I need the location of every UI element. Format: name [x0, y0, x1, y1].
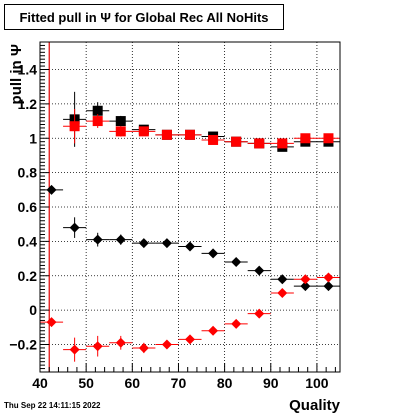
series-layer — [40, 91, 340, 362]
data-point-diamond — [115, 337, 126, 348]
y-tick-label: 0.8 — [18, 165, 38, 181]
data-point-diamond — [138, 238, 149, 249]
chart-title-box: Fitted pull in Ψ for Global Rec All NoHi… — [4, 4, 284, 30]
data-point-diamond — [231, 257, 242, 267]
data-point-diamond — [92, 341, 103, 352]
series-2 — [63, 109, 340, 149]
y-tick-label: −0.2 — [9, 337, 37, 353]
data-point-diamond — [185, 334, 195, 345]
axis-ticks — [39, 44, 336, 372]
data-point-square — [92, 105, 103, 116]
data-point-diamond — [323, 272, 334, 283]
x-tick-label: 90 — [263, 375, 279, 391]
data-point-square — [115, 126, 126, 137]
data-point-diamond — [277, 287, 288, 298]
data-point-diamond — [254, 308, 265, 319]
x-tick-label: 100 — [305, 375, 329, 391]
data-point-diamond — [161, 238, 172, 249]
series-4 — [40, 272, 340, 362]
data-point-square — [115, 116, 126, 127]
data-point-diamond — [300, 281, 311, 292]
x-tick-label: 50 — [78, 375, 94, 391]
datestamp: Thu Sep 22 14:11:15 2022 — [4, 401, 101, 410]
data-point-diamond — [69, 222, 80, 233]
y-tick-label: 0 — [29, 302, 37, 318]
data-point-diamond — [208, 325, 219, 336]
y-axis-title: pull in Ψ — [8, 44, 25, 104]
data-point-square — [185, 129, 195, 140]
data-point-diamond — [254, 265, 265, 276]
series-1 — [63, 91, 340, 152]
data-point-square — [92, 116, 103, 127]
data-point-diamond — [115, 234, 126, 245]
y-tick-label: 0.6 — [18, 199, 38, 215]
series-3 — [40, 184, 340, 292]
grid — [39, 42, 340, 372]
data-point-square — [323, 133, 334, 144]
data-point-diamond — [277, 274, 288, 285]
data-point-diamond — [46, 317, 57, 328]
data-point-diamond — [323, 281, 334, 292]
data-point-diamond — [208, 248, 219, 259]
y-tick-label: 1.2 — [18, 96, 38, 112]
data-point-square — [138, 126, 149, 137]
tick-labels: 40 50 60 70 80 90 100 −0.2 0 0.2 0.4 0.6 0.8 1 1.2 1.4 — [9, 62, 328, 392]
y-tick-label: 0.4 — [18, 233, 38, 249]
data-point-square — [277, 138, 288, 149]
x-tick-label: 60 — [125, 375, 141, 391]
data-point-square — [300, 133, 311, 144]
y-tick-label: 0.2 — [18, 268, 38, 284]
chart-title: Fitted pull in Ψ for Global Rec All NoHi… — [19, 10, 269, 25]
data-point-square — [208, 134, 219, 145]
data-point-diamond — [46, 184, 57, 195]
data-point-diamond — [69, 344, 80, 355]
data-point-square — [254, 138, 265, 149]
x-tick-label: 40 — [32, 375, 48, 391]
data-point-square — [231, 136, 242, 147]
data-point-square — [161, 129, 172, 140]
x-tick-label: 70 — [171, 375, 187, 391]
y-tick-label: 1 — [29, 130, 37, 146]
data-point-diamond — [138, 342, 149, 353]
data-point-diamond — [300, 274, 311, 285]
data-point-diamond — [161, 339, 172, 350]
data-point-diamond — [92, 234, 103, 245]
data-point-diamond — [231, 318, 242, 329]
x-tick-label: 80 — [217, 375, 233, 391]
data-point-square — [69, 121, 80, 132]
x-axis-title: Quality — [289, 397, 341, 414]
y-tick-label: 1.4 — [18, 62, 38, 78]
data-point-diamond — [185, 241, 195, 252]
